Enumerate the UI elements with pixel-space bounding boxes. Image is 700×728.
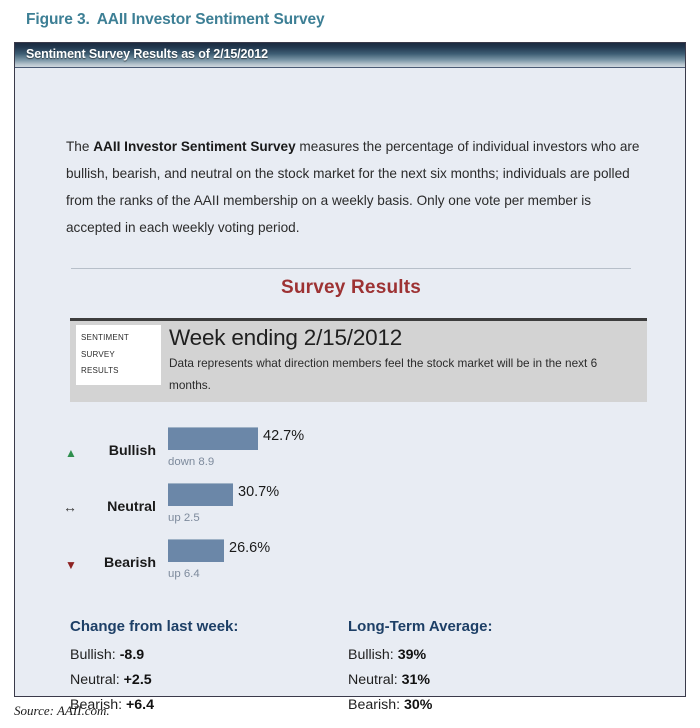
bar-fill-neutral (168, 483, 233, 506)
bar-label-bullish: Bullish (108, 443, 156, 459)
week-ending-title: Week ending 2/15/2012 (169, 325, 403, 350)
week-summary-main: Week ending 2/15/2012 Data represents wh… (169, 324, 641, 396)
bar-row-neutral: ↔ Neutral 30.7% up 2.5 (15, 478, 687, 534)
bar-value-bullish: 42.7% (263, 428, 305, 444)
survey-results-heading: Survey Results (280, 277, 422, 298)
bar-row-bearish: ▼ Bearish 26.6% up 6.4 (15, 534, 687, 590)
tag-line-1: Sentiment (81, 331, 130, 343)
bar-fill-bullish (168, 427, 258, 450)
long-term-column-title: Long-Term Average: (348, 618, 493, 635)
long-term-row-bearish: Bearish: 30% (348, 693, 492, 718)
long-term-row-bullish: Bullish: 39% (348, 643, 492, 668)
figure-number: Figure 3. (26, 11, 90, 28)
panel-title-text: Sentiment Survey Results as of 2/15/2012 (26, 47, 268, 61)
left-right-arrow-icon: ↔ (63, 499, 77, 515)
long-term-row-bullish-value: 39% (397, 647, 427, 663)
bar-row-bullish: ▲ Bullish 42.7% down 8.9 (15, 422, 687, 478)
change-row-neutral-value: +2.5 (123, 672, 152, 688)
long-term-row-bearish-name: Bearish: (348, 697, 401, 713)
week-ending-subtitle: Data represents what direction members f… (169, 356, 598, 392)
bar-value-neutral: 30.7% (238, 484, 280, 500)
section-divider (71, 268, 631, 269)
long-term-average-column: Long-Term Average: Bullish: 39% Neutral:… (348, 618, 492, 718)
bar-fill-bearish (168, 539, 224, 562)
tag-line-3: Results (81, 364, 119, 376)
change-from-last-week-column: Change from last week: Bullish: -8.9 Neu… (70, 618, 238, 718)
long-term-row-bullish-name: Bullish: (348, 647, 394, 663)
intro-bold-term: AAII Investor Sentiment Survey (93, 139, 296, 154)
down-triangle-icon: ▼ (65, 558, 77, 572)
intro-before: The (66, 139, 94, 154)
bar-delta-neutral: up 2.5 (168, 512, 200, 524)
change-row-bearish-value: +6.4 (126, 697, 155, 713)
figure-title: AAII Investor Sentiment Survey (96, 11, 325, 28)
bar-track-bearish (168, 539, 224, 562)
panel-titlebar: Sentiment Survey Results as of 2/15/2012 (15, 43, 685, 68)
sentiment-survey-panel: Sentiment Survey Results as of 2/15/2012… (14, 42, 687, 713)
change-row-neutral-name: Neutral: (70, 672, 120, 688)
intro-paragraph: The AAII Investor Sentiment Survey measu… (66, 133, 646, 241)
bar-track-neutral (168, 483, 233, 506)
sentiment-bar-chart: ▲ Bullish 42.7% down 8.9 ↔ Neutral 30.7% (15, 422, 687, 590)
long-term-row-neutral: Neutral: 31% (348, 668, 492, 693)
change-row-bullish: Bullish: -8.9 (70, 643, 238, 668)
bar-label-bearish: Bearish (103, 555, 156, 571)
change-row-bearish: Bearish: +6.4 (70, 693, 238, 718)
change-column-title: Change from last week: (70, 618, 239, 635)
tag-line-2: Survey (81, 347, 115, 360)
intro-after: measures the percentage of individual in… (66, 139, 640, 235)
long-term-row-neutral-value: 31% (401, 672, 431, 688)
source-note: Source: AAII.com. (14, 703, 110, 718)
bar-delta-bullish: down 8.9 (168, 456, 215, 468)
week-summary-box: Sentiment Survey Results Week ending 2/1… (70, 318, 647, 402)
long-term-row-neutral-name: Neutral: (348, 672, 398, 688)
up-triangle-icon: ▲ (65, 446, 77, 460)
bar-value-bearish: 26.6% (229, 540, 271, 556)
bar-label-neutral: Neutral (107, 499, 156, 515)
change-row-bearish-name: Bearish: (70, 697, 123, 713)
panel-body: The AAII Investor Sentiment Survey measu… (15, 68, 687, 713)
change-row-neutral: Neutral: +2.5 (70, 668, 238, 693)
change-row-bullish-value: -8.9 (119, 647, 145, 663)
figure-caption: Figure 3. AAII Investor Sentiment Survey (26, 11, 325, 29)
change-row-bullish-name: Bullish: (70, 647, 116, 663)
long-term-row-bearish-value: 30% (404, 697, 433, 713)
bar-delta-bearish: up 6.4 (168, 568, 200, 580)
sentiment-survey-results-tag: Sentiment Survey Results (76, 325, 161, 385)
bar-track-bullish (168, 427, 258, 450)
